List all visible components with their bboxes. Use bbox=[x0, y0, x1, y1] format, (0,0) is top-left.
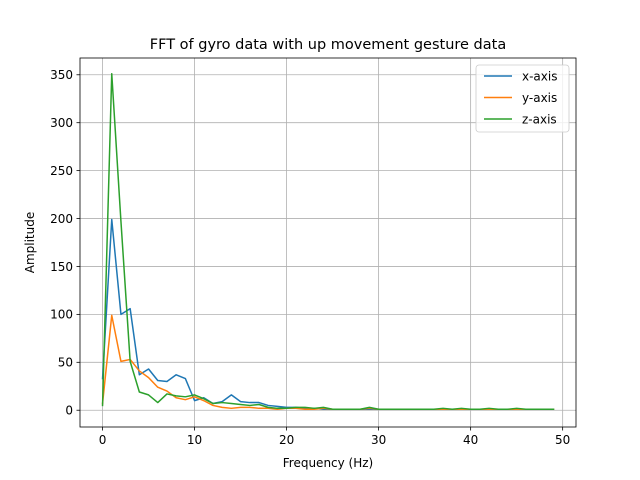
x-axis-ticks: 0 10 20 30 40 50 bbox=[99, 427, 570, 447]
y-tick-label: 100 bbox=[50, 308, 73, 322]
x-axis-label: Frequency (Hz) bbox=[283, 456, 374, 470]
x-tick-label: 0 bbox=[99, 433, 107, 447]
x-tick-label: 40 bbox=[463, 433, 478, 447]
y-axis-ticks: 0 50 100 150 200 250 300 350 bbox=[50, 68, 80, 418]
x-tick-label: 50 bbox=[555, 433, 570, 447]
y-tick-label: 50 bbox=[58, 356, 73, 370]
y-tick-label: 350 bbox=[50, 68, 73, 82]
legend-box bbox=[475, 64, 570, 133]
series-lines bbox=[101, 73, 555, 411]
y-tick-label: 0 bbox=[65, 404, 73, 418]
legend: x-axis y-axis z-axis bbox=[475, 64, 570, 133]
y-tick-label: 150 bbox=[50, 260, 73, 274]
y-axis-label: Amplitude bbox=[23, 212, 37, 274]
legend-label-z-axis: z-axis bbox=[522, 112, 557, 126]
y-tick-label: 200 bbox=[50, 212, 73, 226]
y-tick-label: 250 bbox=[50, 164, 73, 178]
x-tick-label: 20 bbox=[279, 433, 294, 447]
x-tick-label: 10 bbox=[187, 433, 202, 447]
legend-label-y-axis: y-axis bbox=[522, 91, 557, 105]
series-line-z-axis bbox=[101, 73, 555, 411]
x-tick-label: 30 bbox=[371, 433, 386, 447]
chart-title: FFT of gyro data with up movement gestur… bbox=[150, 37, 506, 53]
plot-frame bbox=[79, 57, 577, 428]
legend-label-x-axis: x-axis bbox=[522, 69, 557, 83]
y-tick-label: 300 bbox=[50, 116, 73, 130]
